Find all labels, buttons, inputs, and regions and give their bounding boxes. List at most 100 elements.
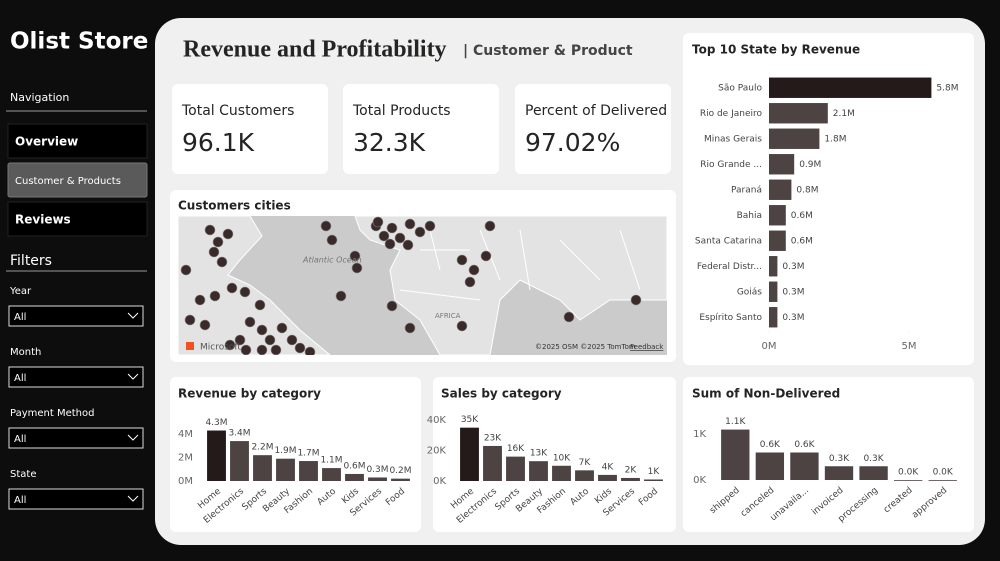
map-point: [630, 294, 642, 306]
dropdown-value[interactable]: All: [14, 434, 26, 445]
charts: Top 10 State by Revenue 0M 5M São Paulo 5.8M…: [170, 33, 974, 532]
bar: [755, 452, 785, 480]
bar: [552, 465, 571, 481]
map-point: [212, 236, 224, 248]
bar: [769, 77, 932, 98]
map-point: [226, 282, 238, 294]
map-point: [386, 222, 398, 234]
map-point: [180, 264, 192, 276]
map-point: [326, 234, 338, 246]
value-label: 0.3M: [782, 287, 804, 297]
dropdown-chevron[interactable]: [127, 373, 139, 380]
bar: [345, 473, 364, 481]
dropdown-value[interactable]: All: [14, 373, 26, 384]
bar: [769, 205, 786, 226]
y-tick-label: 0M: [178, 476, 193, 487]
map-point: [294, 342, 306, 354]
kpi-label: Total Products: [352, 103, 451, 119]
kpi-card: [172, 84, 328, 174]
map-point: [404, 322, 416, 334]
bar: [769, 103, 828, 124]
map-point: [468, 264, 480, 276]
value-label: 5.8M: [936, 83, 958, 93]
value-label: 0.6M: [791, 236, 813, 246]
bar: [824, 466, 854, 480]
map-logo: [186, 342, 194, 350]
value-label: 1.9M: [274, 446, 296, 456]
category-label: Rio Grande ...: [700, 160, 762, 170]
app-title: Olist Store: [10, 29, 148, 55]
value-label: 0.0K: [898, 468, 919, 478]
bar: [769, 179, 792, 200]
nav-button[interactable]: [7, 123, 148, 159]
category-label: Federal Distr...: [697, 262, 762, 272]
bar: [769, 256, 778, 277]
bar: [529, 461, 548, 481]
nav-button-label[interactable]: Overview: [15, 135, 78, 149]
value-label: 10K: [553, 453, 571, 463]
value-label: 1.8M: [824, 134, 846, 144]
value-label: 2.1M: [833, 109, 855, 119]
value-label: 0.6M: [791, 211, 813, 221]
map-point: [239, 286, 251, 298]
dropdown-value[interactable]: All: [14, 312, 26, 323]
bar: [391, 478, 410, 481]
map-point: [372, 216, 384, 228]
nav-button-label[interactable]: Customer & Products: [15, 176, 121, 187]
map-point: [256, 344, 268, 355]
map-point: [264, 334, 276, 346]
chart-card: [683, 33, 974, 365]
map-point: [208, 246, 220, 258]
map-points: [180, 216, 642, 355]
nav-button-label[interactable]: Reviews: [15, 213, 71, 227]
value-label: 1.7M: [297, 449, 319, 459]
map-point: [184, 314, 196, 326]
dropdown-value[interactable]: All: [14, 495, 26, 506]
map-point: [351, 262, 363, 274]
page-title: Revenue and Profitability: [183, 37, 447, 63]
map-point: [234, 334, 246, 346]
y-tick-label: 40K: [427, 415, 447, 426]
category-label: Goiás: [737, 287, 762, 297]
map-point: [222, 228, 234, 240]
map-point: [224, 339, 236, 351]
category-label: Minas Gerais: [704, 134, 762, 144]
bar: [207, 430, 226, 481]
dropdown-chevron[interactable]: [127, 495, 139, 502]
dropdown-chevron[interactable]: [127, 434, 139, 441]
category-label: Espírito Santo: [699, 313, 762, 323]
page-subtitle: | Customer & Product: [463, 43, 633, 59]
map-feedback[interactable]: Feedback: [630, 343, 664, 351]
map-title: Customers cities: [178, 199, 291, 213]
nav-label: Navigation: [10, 91, 69, 104]
x-tick-label: 5M: [902, 341, 917, 352]
nav-button[interactable]: [7, 201, 148, 237]
nav-button-active[interactable]: [7, 162, 148, 198]
dropdown[interactable]: [8, 488, 144, 510]
value-label: 0.6K: [760, 440, 781, 450]
map-point: [270, 344, 282, 355]
map-point: [464, 276, 476, 288]
category-label: Bahia: [737, 211, 762, 221]
map-point: [199, 319, 211, 331]
value-label: 13K: [530, 449, 548, 459]
filter-label: Year: [9, 286, 32, 297]
map-attribution: ©2025 OSM ©2025 TomTom: [535, 343, 636, 351]
bar: [230, 441, 249, 481]
dropdown[interactable]: [8, 366, 144, 388]
kpi-row: Total Customers 96.1K Total Products 32.3K P…: [172, 84, 671, 174]
bar: [644, 479, 663, 481]
dropdown[interactable]: [8, 305, 144, 327]
bar: [769, 281, 778, 302]
map-point: [384, 238, 396, 250]
y-tick-label: 2M: [178, 453, 193, 464]
dropdown[interactable]: [8, 427, 144, 449]
dropdown-chevron[interactable]: [127, 312, 139, 319]
bar: [928, 480, 957, 481]
map-point: [304, 346, 316, 355]
map-logo-text: Microsoft: [200, 343, 241, 353]
map-point: [378, 230, 390, 242]
bar: [621, 477, 640, 481]
value-label: 0.9M: [799, 160, 821, 170]
